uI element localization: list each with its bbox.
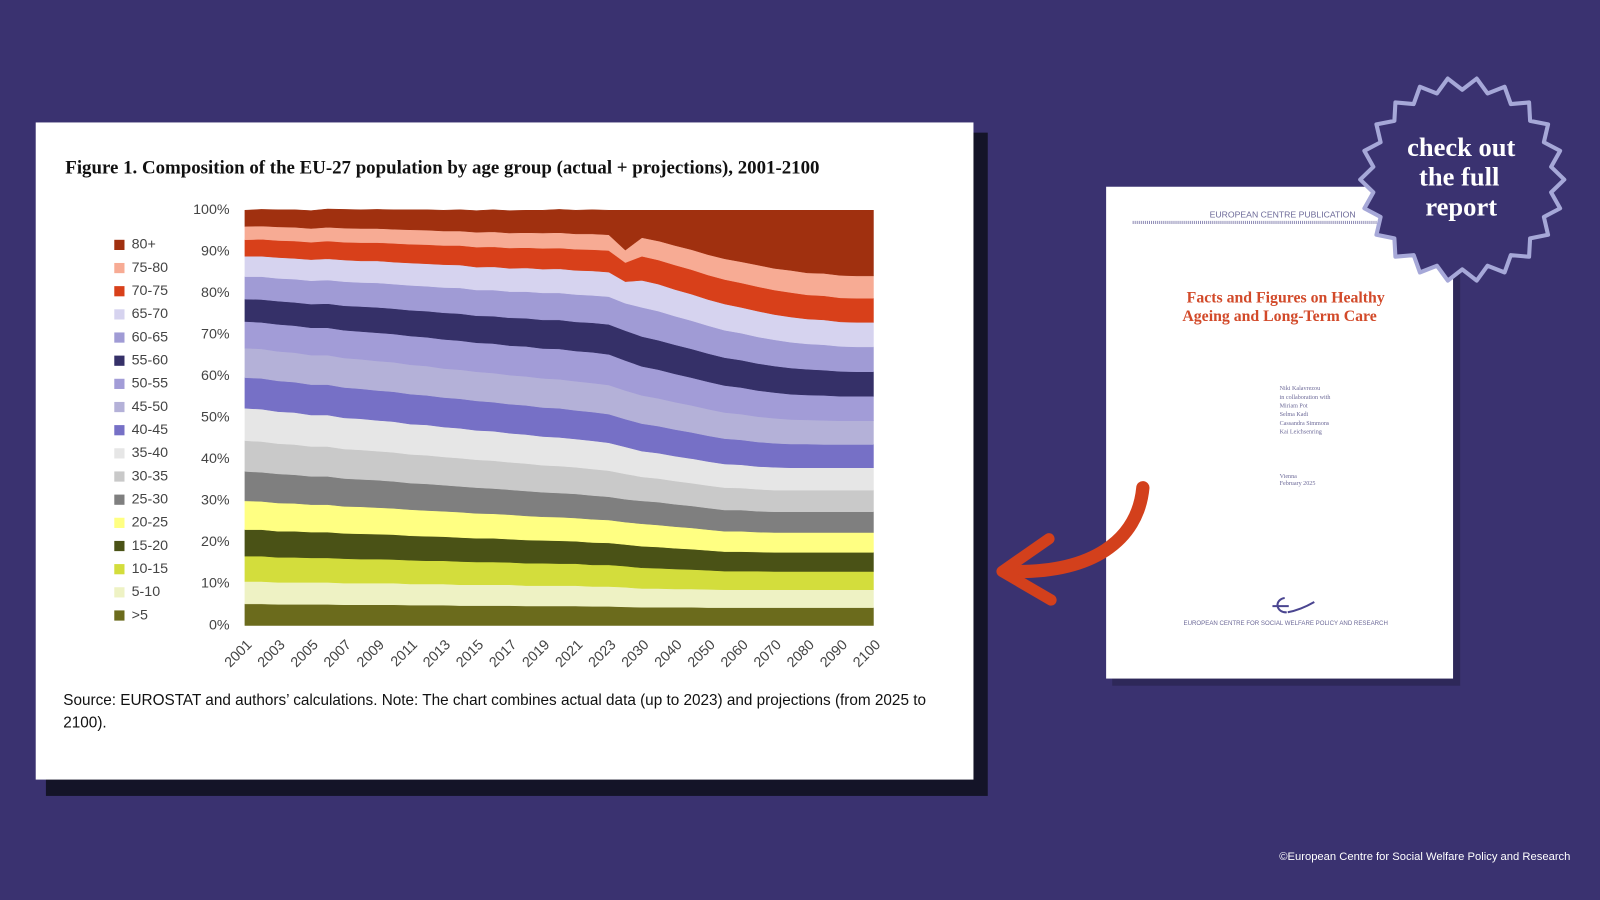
y-tick-label: 10% [201,576,230,592]
cover-place: Vienna [1280,474,1298,480]
badge-starburst [1358,76,1567,283]
legend-label: 50-55 [132,376,169,392]
plot-area: 0%10%20%30%40%50%60%70%80%90%100%2001 200… [114,202,884,671]
y-tick-label: 0% [209,617,230,633]
cover-date: February 2025 [1280,481,1316,487]
cover-title-line: Ageing and Long-Term Care [1182,308,1376,325]
y-tick-label: 20% [201,534,230,550]
y-tick-label: 60% [201,368,230,384]
legend-swatch [114,540,125,552]
legend-swatch [114,564,125,575]
report-cover [1106,186,1454,679]
arrow-shaft [1003,481,1150,579]
cover-author: Niki Kalavrezou [1280,386,1321,392]
legend-swatch [114,378,125,389]
legend-swatch [114,286,125,297]
cover-authors: Niki Kalavrezou in collaboration with Miri… [1280,386,1331,435]
legend-swatch [114,262,125,274]
chart-title: Figure 1. Composition of the EU-27 popul… [65,158,819,179]
copyright: ©European Centre for Social Welfare Poli… [1279,851,1570,863]
legend-swatch [114,425,125,436]
legend-swatch [114,448,125,459]
chart-caption: Source: EUROSTAT and authors’ calculatio… [63,691,926,732]
legend-label: >5 [132,607,148,623]
legend-label: 20-25 [132,515,169,531]
badge-text: the full [1419,162,1499,192]
legend-swatch [114,332,125,343]
legend-swatch [114,517,125,528]
cover-author: in collaboration with [1280,395,1331,401]
cover-author: Kai Leichsenring [1280,430,1322,436]
legend-swatch [114,309,125,320]
legend-label: 40-45 [132,422,169,438]
legend-swatch [114,587,125,598]
y-tick-label: 70% [201,327,230,343]
legend-label: 70-75 [132,283,169,299]
legend-label: 5-10 [132,584,161,600]
y-tick-label: 30% [201,493,230,509]
y-tick-label: 80% [201,285,230,301]
legend-swatch [114,355,125,366]
cover-author: Selma Kadi [1280,412,1309,418]
y-tick-label: 90% [201,244,230,260]
area [244,208,874,277]
cover-author: Cassandra Simmons [1280,421,1330,427]
caption-box: Source: EUROSTAT and authors’ calculatio… [63,691,926,732]
badge-text: check out [1407,132,1515,162]
legend-swatch [114,471,125,482]
arrow-head [996,533,1057,606]
legend-label: 30-35 [132,468,169,484]
legend-label: 80+ [132,237,156,253]
cover-author: Miriam Pot [1280,404,1308,410]
legend-label: 15-20 [132,538,169,554]
legend-label: 35-40 [132,445,169,461]
badge-text: report [1425,191,1497,221]
legend-label: 55-60 [132,352,169,368]
y-tick-label: 100% [193,202,230,218]
legend-label: 45-50 [132,399,169,415]
cover-series-label: EUROPEAN CENTRE PUBLICATION [1210,210,1356,220]
legend-swatch [114,494,125,505]
y-tick-label: 40% [201,451,230,467]
legend-label: 75-80 [132,260,169,276]
legend-swatch [114,610,125,621]
cover-logo [1272,596,1315,614]
cover-publisher: EUROPEAN CENTRE FOR SOCIAL WELFARE POLIC… [1184,620,1388,627]
legend-label: 60-65 [132,329,169,345]
y-tick-label: 50% [201,410,230,426]
legend-label: 10-15 [132,561,169,577]
legend-swatch [114,401,125,413]
legend-swatch [114,239,125,250]
legend-label: 25-30 [132,491,169,507]
legend-label: 65-70 [132,306,169,322]
cover-title-line: Facts and Figures on Healthy [1187,290,1385,307]
